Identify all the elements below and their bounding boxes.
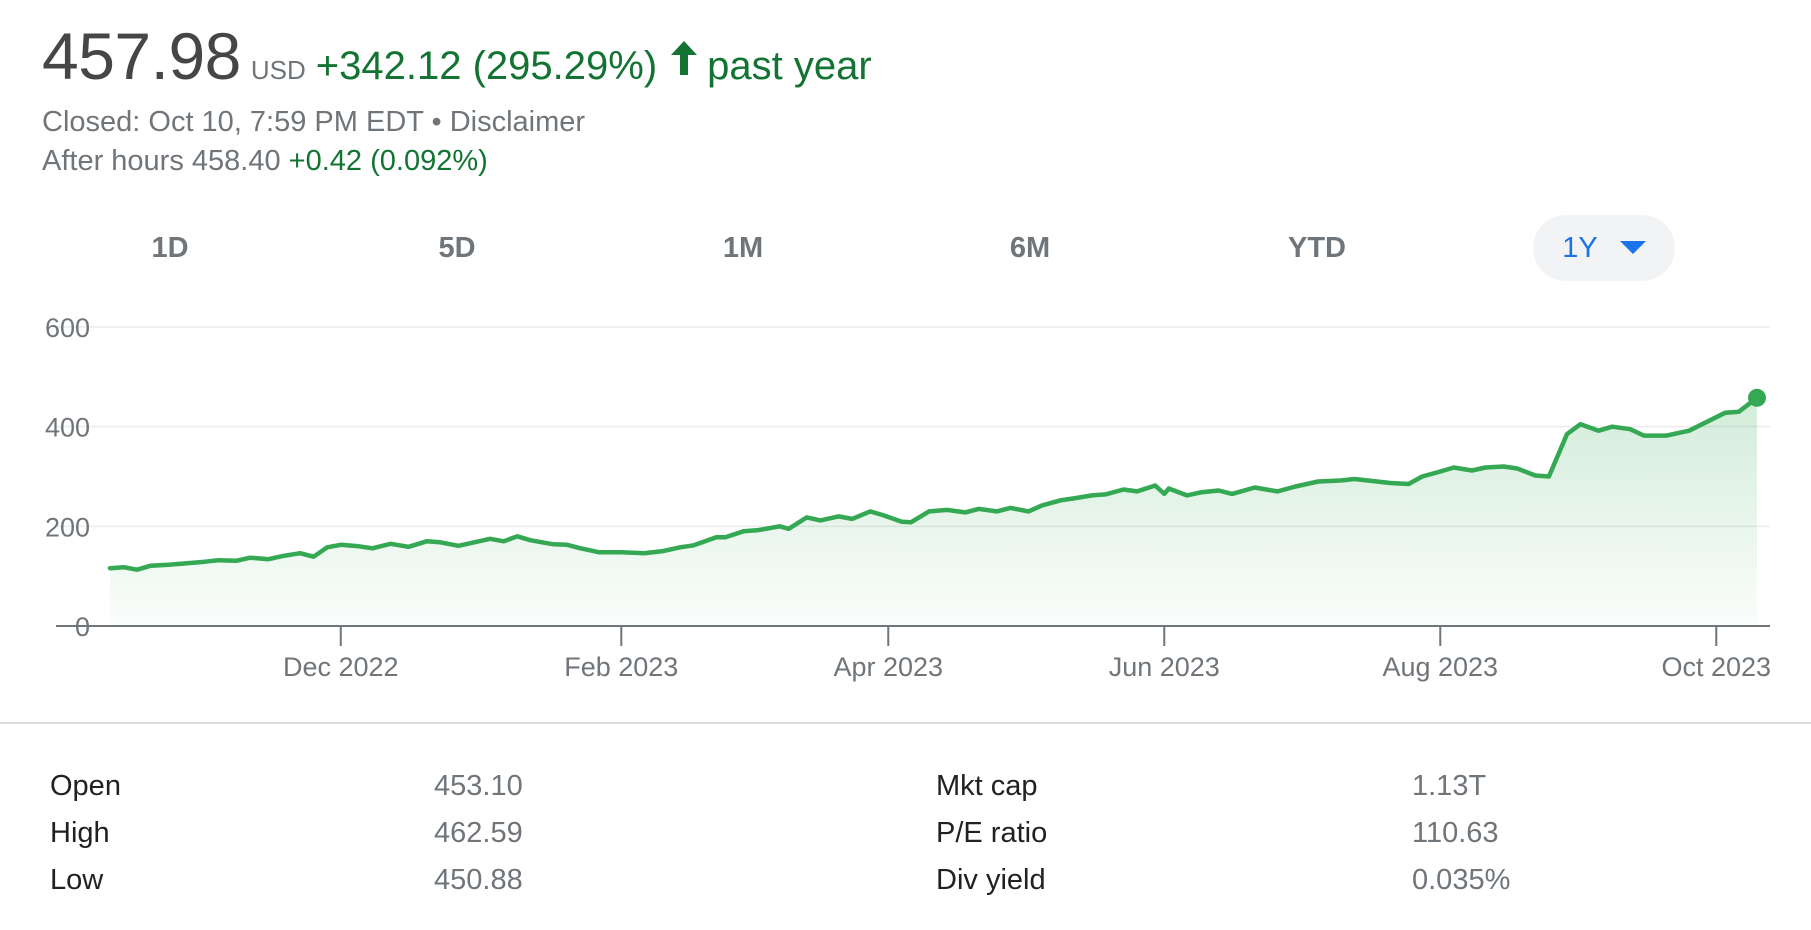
tab-label: 6M <box>1009 232 1051 264</box>
stat-value-high: 462.59 <box>434 817 523 849</box>
x-tick-label: Jun 2023 <box>1109 652 1220 682</box>
closed-status: Closed: Oct 10, 7:59 PM EDT • Disclaimer <box>42 106 586 138</box>
stat-value-div-yield: 0.035% <box>1412 864 1511 896</box>
caret-down-icon <box>1619 240 1646 254</box>
stat-value-open: 453.10 <box>434 770 523 802</box>
stat-label-high: High <box>50 817 110 849</box>
after-hours-change: +0.42 (0.092%) <box>288 145 488 177</box>
x-tick-label: Apr 2023 <box>833 652 943 682</box>
y-tick-label: 400 <box>45 413 90 443</box>
stat-label-low: Low <box>50 864 104 896</box>
x-tick-label: Dec 2022 <box>283 652 399 682</box>
change-period: past year <box>707 44 872 88</box>
after-hours-price: After hours 458.40 <box>42 145 281 177</box>
after-hours: After hours 458.40 +0.42 (0.092%) <box>42 145 872 178</box>
tab-label: 1M <box>722 232 764 264</box>
stat-label-div-yield: Div yield <box>936 864 1046 896</box>
stat-label-open: Open <box>50 770 121 802</box>
tab-1m[interactable]: 1M <box>673 215 813 281</box>
price-change: +342.12 (295.29%) <box>315 44 658 88</box>
stat-label-pe-ratio: P/E ratio <box>936 817 1048 849</box>
arrow-up-icon <box>671 41 698 80</box>
stat-value-low: 450.88 <box>434 864 523 896</box>
stat-row: Open 453.10 Mkt cap 1.13T <box>0 770 1811 817</box>
stat-value-mkt-cap: 1.13T <box>1412 770 1487 802</box>
stat-value-pe-ratio: 110.63 <box>1412 817 1499 849</box>
x-tick-label: Oct 2023 <box>1661 652 1771 682</box>
price-line <box>107 395 1760 572</box>
tab-1y[interactable]: 1Y <box>1533 215 1675 281</box>
stat-row: Low 450.88 Div yield 0.035% <box>0 864 1811 911</box>
tab-ytd[interactable]: YTD <box>1247 215 1387 281</box>
x-tick-label: Feb 2023 <box>564 652 678 682</box>
x-tick-label: Aug 2023 <box>1382 652 1498 682</box>
tab-1d[interactable]: 1D <box>100 215 240 281</box>
tab-5d[interactable]: 5D <box>387 215 527 281</box>
y-tick-label: 200 <box>45 512 90 542</box>
section-divider <box>0 722 1811 724</box>
stat-row: High 462.59 P/E ratio 110.63 <box>0 817 1811 864</box>
y-tick-label: 600 <box>45 313 90 343</box>
currency-code: USD <box>250 55 306 85</box>
current-price: 457.98 <box>42 19 241 93</box>
tab-6m[interactable]: 6M <box>960 215 1100 281</box>
tab-label: 5D <box>438 232 476 264</box>
tab-label: 1D <box>151 232 189 264</box>
last-price-dot <box>1748 388 1766 407</box>
tab-label: YTD <box>1288 232 1346 264</box>
range-tabs: 1D 5D 1M 6M YTD 1Y <box>0 215 1811 281</box>
price-row: 457.98 USD +342.12 (295.29%) past year <box>42 18 872 94</box>
stat-label-mkt-cap: Mkt cap <box>936 770 1038 802</box>
tab-label: 1Y <box>1562 232 1598 264</box>
quote-header: 457.98 USD +342.12 (295.29%) past year C… <box>42 18 872 178</box>
